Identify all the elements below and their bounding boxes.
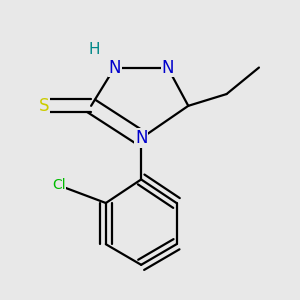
Text: S: S (39, 97, 49, 115)
Text: N: N (108, 58, 121, 76)
Text: N: N (161, 58, 174, 76)
Text: Cl: Cl (52, 178, 65, 192)
Text: N: N (135, 129, 147, 147)
Text: H: H (88, 42, 100, 57)
